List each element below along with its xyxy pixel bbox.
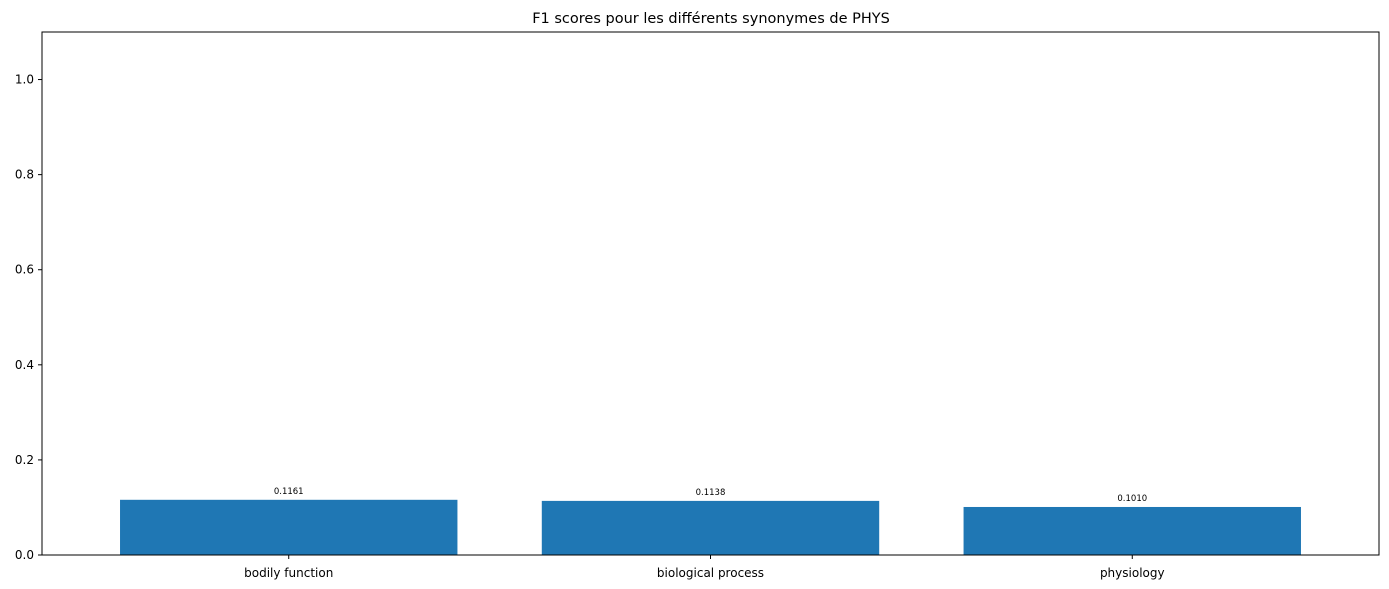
bar-value-label-2: 0.1010	[1117, 494, 1147, 504]
x-tick-label-0: bodily function	[244, 566, 333, 580]
y-tick-label-1: 0.2	[15, 453, 34, 467]
y-tick-label-0: 0.0	[15, 548, 34, 562]
bars-group	[120, 499, 1301, 555]
x-tick-label-1: biological process	[657, 566, 764, 580]
bar-1	[541, 500, 880, 555]
bar-2	[963, 506, 1301, 555]
x-axis: bodily function biological process physiol…	[244, 555, 1165, 580]
y-tick-label-2: 0.4	[15, 358, 34, 372]
y-tick-label-5: 1.0	[15, 73, 34, 87]
chart-title: F1 scores pour les différents synonymes …	[532, 11, 890, 27]
y-tick-label-3: 0.6	[15, 263, 34, 277]
bar-labels-group: 0.1161 0.1138 0.1010	[274, 487, 1147, 504]
y-tick-label-4: 0.8	[15, 168, 34, 182]
bar-0	[120, 499, 458, 555]
plot-frame	[41, 31, 1380, 556]
x-tick-label-2: physiology	[1100, 566, 1165, 580]
y-axis: 0.0 0.2 0.4 0.6 0.8 1.0	[15, 73, 42, 562]
bar-value-label-0: 0.1161	[274, 487, 304, 497]
bar-value-label-1: 0.1138	[696, 488, 726, 498]
